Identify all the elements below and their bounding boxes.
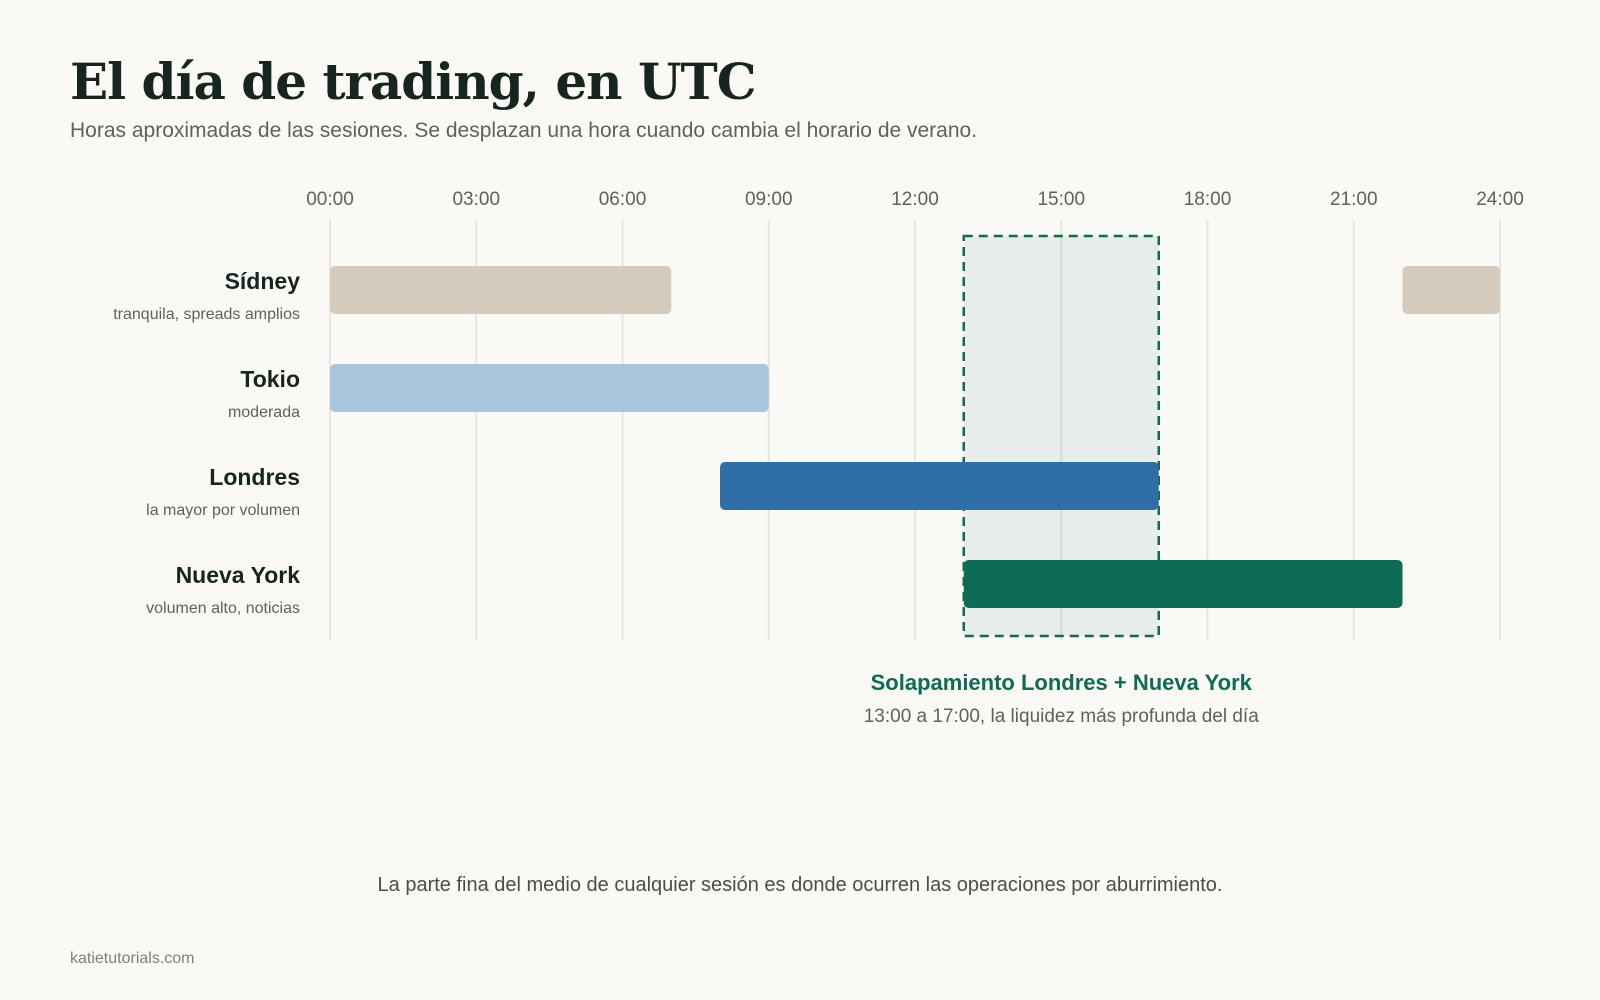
x-tick-label-3: 09:00 — [745, 189, 793, 210]
session-note-sidney: tranquila, spreads amplios — [113, 306, 300, 323]
overlap-annotation: Solapamiento Londres + Nueva York 13:00 a… — [864, 670, 1259, 727]
bar-londres-0 — [720, 462, 1159, 510]
session-note-tokio: moderada — [228, 404, 300, 421]
session-note-londres: la mayor por volumen — [146, 502, 300, 519]
overlap-subtitle: 13:00 a 17:00, la liquidez más profunda … — [864, 706, 1259, 727]
x-tick-label-7: 21:00 — [1330, 189, 1378, 210]
x-tick-label-1: 03:00 — [452, 189, 500, 210]
session-name-tokio: Tokio — [240, 366, 300, 392]
chart-subtitle: Horas aproximadas de las sesiones. Se de… — [70, 119, 978, 142]
bar-sidney-1 — [1402, 266, 1500, 314]
session-name-sidney: Sídney — [225, 268, 301, 294]
footnote: La parte fina del medio de cualquier ses… — [377, 874, 1223, 896]
x-tick-label-6: 18:00 — [1184, 189, 1232, 210]
session-note-nueva-york: volumen alto, noticias — [146, 600, 300, 617]
bar-tokio-0 — [330, 364, 769, 412]
x-tick-label-2: 06:00 — [599, 189, 647, 210]
bar-sidney-0 — [330, 266, 672, 314]
session-labels: Sídney tranquila, spreads amplios Tokio mod… — [113, 268, 300, 617]
overlap-title: Solapamiento Londres + Nueva York — [871, 670, 1253, 695]
x-tick-label-8: 24:00 — [1476, 189, 1524, 210]
site-brand: katietutorials.com — [70, 950, 195, 967]
chart-title: El día de trading, en UTC — [70, 52, 757, 111]
session-name-londres: Londres — [209, 464, 300, 490]
x-tick-label-5: 15:00 — [1037, 189, 1085, 210]
session-name-nueva-york: Nueva York — [176, 562, 301, 588]
x-tick-label-4: 12:00 — [891, 189, 939, 210]
x-tick-label-0: 00:00 — [306, 189, 354, 210]
session-bars — [330, 266, 1500, 608]
bar-nueva-york-0 — [963, 560, 1403, 608]
